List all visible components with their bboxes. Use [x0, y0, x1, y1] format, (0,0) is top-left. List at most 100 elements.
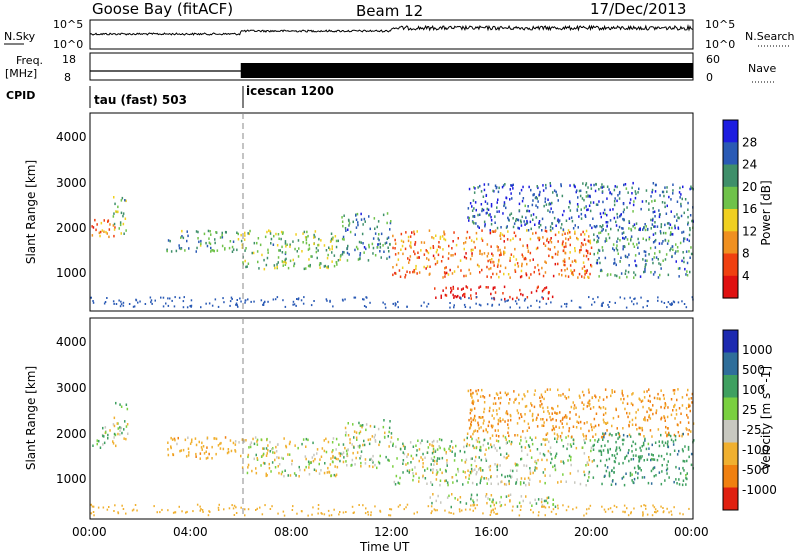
power-cell-8	[669, 233, 672, 237]
power-cell-5	[588, 235, 590, 238]
power-cell-5	[525, 273, 528, 277]
power-cell-7	[666, 190, 668, 193]
power-cell-5	[509, 256, 511, 260]
power-cell-5	[483, 252, 486, 255]
power-cell-2	[221, 233, 223, 237]
power-cell-5	[436, 261, 439, 264]
power-cell-7	[571, 219, 574, 223]
power-cell-5	[526, 246, 529, 249]
velocity-cell-7	[674, 403, 676, 407]
velocity-cell-7	[533, 405, 536, 409]
velocity-cell-5	[512, 469, 514, 473]
power-cell-6	[462, 294, 464, 297]
power-cell-3	[256, 241, 258, 245]
velocity-cell-5	[446, 481, 449, 484]
power-cell-7	[517, 218, 520, 222]
power-cell-7	[640, 207, 642, 211]
power-cell-7	[512, 225, 515, 229]
velocity-cell-6	[485, 493, 488, 496]
power-cell-5	[533, 270, 535, 274]
power-cell-8	[653, 256, 655, 259]
power-cell-5	[426, 265, 429, 268]
power-cell-7	[525, 216, 527, 219]
power-cell-7	[680, 204, 682, 208]
power-colorbar-swatch-1	[723, 142, 738, 166]
velocity-cell-8	[675, 465, 677, 469]
velocity-cell-8	[599, 459, 602, 463]
power-cell-2	[221, 231, 223, 235]
power-cell-7	[578, 215, 580, 218]
velocity-cell-5	[456, 479, 458, 483]
velocity-cell-7	[687, 433, 689, 436]
velocity-cell-7	[470, 435, 472, 438]
velocity-cell-6	[493, 503, 495, 507]
power-cell-7	[513, 222, 516, 225]
power-cell-7	[622, 217, 624, 221]
velocity-cell-8	[608, 471, 611, 474]
velocity-cell-3	[320, 455, 323, 458]
power-cell-5	[512, 255, 515, 258]
velocity-ground-cell	[609, 507, 612, 510]
velocity-cell-4	[360, 461, 362, 465]
power-cell-3	[284, 260, 286, 263]
power-cell-8	[676, 246, 679, 249]
velocity-ground-cell	[327, 509, 330, 512]
power-cell-4	[390, 220, 392, 223]
power-cell-5	[410, 241, 412, 244]
velocity-cell-8	[605, 458, 608, 462]
velocity-cell-5	[475, 465, 478, 468]
power-cell-5	[538, 272, 541, 276]
velocity-cell-7	[639, 426, 642, 430]
power-cell-2	[236, 248, 238, 252]
power-cell-8	[643, 270, 645, 274]
power-cell-8	[622, 245, 625, 248]
velocity-cell-7	[583, 434, 585, 438]
power-cell-7	[587, 186, 589, 189]
velocity-ground-cell	[365, 507, 367, 510]
power-cell-5	[526, 229, 528, 232]
velocity-cell-2	[172, 453, 174, 456]
velocity-cell-5	[524, 446, 527, 449]
power-cell-3	[326, 266, 328, 269]
velocity-cell-4	[345, 449, 348, 453]
power-cell-6	[464, 292, 466, 296]
velocity-cell-7	[646, 419, 649, 422]
velocity-cell-3	[266, 452, 268, 455]
power-ground-cell	[500, 298, 503, 301]
velocity-colorbar-swatch-3	[723, 397, 738, 421]
velocity-cell-5	[432, 447, 435, 451]
power-cell-7	[632, 203, 635, 207]
velocity-cell-7	[480, 416, 482, 419]
power-ground-cell	[149, 296, 152, 299]
power-cell-7	[586, 208, 588, 212]
velocity-cell-7	[474, 419, 477, 422]
velocity-cell-4	[369, 458, 371, 461]
velocity-ground-cell	[557, 507, 559, 510]
velocity-ground-cell	[427, 505, 430, 508]
power-ground-cell	[122, 301, 125, 304]
velocity-cell-5	[566, 447, 568, 451]
power-cell-2	[207, 229, 210, 233]
velocity-ground-cell	[388, 514, 390, 517]
power-cell-5	[542, 274, 545, 278]
power-cell-8	[605, 237, 607, 240]
power-cell-1	[122, 212, 125, 215]
velocity-cell-7	[632, 392, 634, 395]
power-cell-7	[613, 203, 616, 207]
velocity-cell-5	[482, 469, 484, 472]
velocity-cell-4	[359, 424, 362, 427]
power-cell-8	[624, 245, 626, 249]
power-cell-7	[599, 212, 602, 215]
power-cell-1	[120, 199, 123, 202]
velocity-cell-7	[502, 418, 504, 421]
velocity-cell-5	[508, 440, 511, 443]
power-cell-7	[652, 210, 654, 214]
velocity-ground-cell	[538, 511, 540, 514]
power-cell-8	[671, 226, 673, 230]
velocity-cell-2	[220, 441, 222, 445]
velocity-cell-3	[315, 469, 317, 473]
velocity-cell-5	[588, 470, 591, 474]
power-cell-5	[392, 234, 394, 238]
power-cell-8	[684, 267, 686, 271]
power-cell-2	[181, 229, 183, 233]
